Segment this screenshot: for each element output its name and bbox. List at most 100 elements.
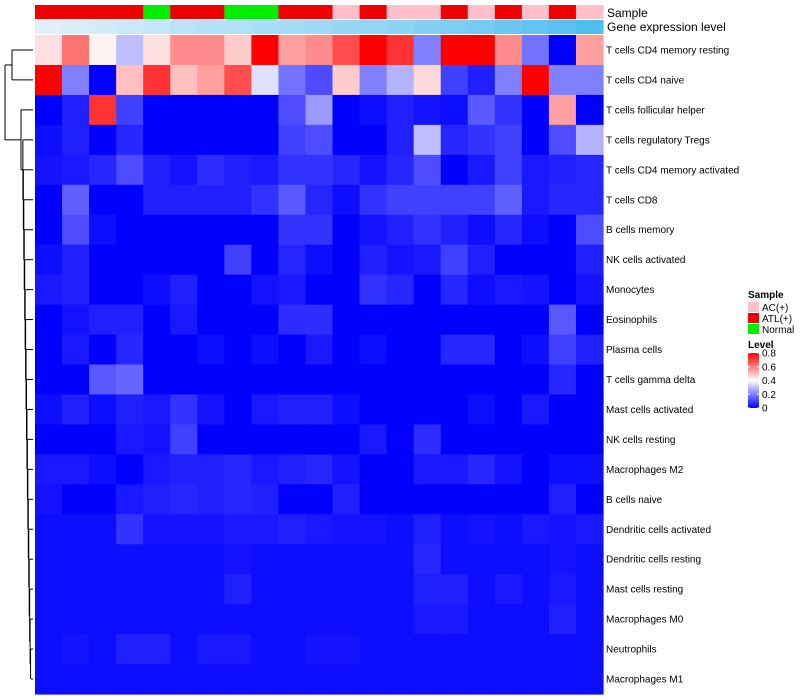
- row-label: T cells CD4 memory activated: [606, 165, 739, 176]
- heatmap-cell: [494, 214, 523, 246]
- heatmap-cell: [278, 454, 307, 485]
- heatmap-cell: [116, 184, 144, 216]
- heatmap-cell: [494, 604, 523, 635]
- sample-annotation-cell: [575, 5, 604, 19]
- heatmap-cell: [440, 424, 469, 455]
- heatmap-cell: [548, 274, 577, 306]
- heatmap-cell: [197, 604, 225, 635]
- heatmap-cell: [224, 664, 252, 695]
- heatmap-cell: [440, 334, 469, 366]
- heatmap-cell: [251, 604, 280, 635]
- heatmap-cell: [359, 274, 388, 306]
- heatmap-cell: [35, 664, 63, 695]
- sample-annotation-cell: [413, 5, 442, 19]
- heatmap-cell: [521, 154, 550, 186]
- heatmap-cell: [467, 394, 496, 425]
- heatmap-cell: [89, 574, 117, 605]
- heatmap-cell: [305, 514, 334, 545]
- heatmap-cell: [251, 304, 280, 336]
- heatmap-cell: [494, 154, 523, 186]
- heatmap-cell: [467, 334, 496, 366]
- heatmap-cell: [251, 664, 280, 695]
- heatmap-cell: [548, 64, 577, 96]
- heatmap-cell: [35, 454, 63, 485]
- heatmap-cell: [89, 35, 117, 66]
- heatmap-cell: [197, 304, 225, 336]
- heatmap-cell: [332, 244, 361, 276]
- gene-expression-cell: [386, 20, 415, 34]
- heatmap-cell: [548, 244, 577, 276]
- sample-annotation-cell: [143, 5, 171, 19]
- heatmap-cell: [89, 364, 117, 396]
- heatmap-cell: [251, 274, 280, 306]
- heatmap-cell: [116, 544, 144, 575]
- heatmap-cell: [548, 94, 577, 126]
- heatmap-cell: [332, 334, 361, 366]
- heatmap-cell: [413, 94, 442, 126]
- heatmap-cell: [143, 394, 171, 425]
- heatmap-cell: [35, 274, 63, 306]
- heatmap-cell: [197, 424, 225, 455]
- heatmap-cell: [35, 64, 63, 96]
- heatmap-cell: [251, 94, 280, 126]
- heatmap-cell: [170, 94, 198, 126]
- heatmap-cell: [278, 35, 307, 66]
- heatmap-cell: [413, 334, 442, 366]
- heatmap-cell: [548, 334, 577, 366]
- heatmap-cell: [251, 154, 280, 186]
- heatmap-cell: [494, 35, 523, 66]
- heatmap-cell: [332, 274, 361, 306]
- heatmap-cell: [278, 274, 307, 306]
- heatmap-cell: [278, 424, 307, 455]
- heatmap-cell: [467, 364, 496, 396]
- heatmap-cell: [413, 604, 442, 635]
- heatmap-cell: [35, 364, 63, 396]
- heatmap-cell: [116, 94, 144, 126]
- heatmap-cell: [548, 184, 577, 216]
- heatmap-cell: [89, 424, 117, 455]
- row-label: B cells naive: [606, 495, 663, 506]
- heatmap-cell: [575, 634, 604, 665]
- heatmap-cell: [116, 424, 144, 455]
- heatmap-cell: [170, 514, 198, 545]
- heatmap-cell: [251, 334, 280, 366]
- heatmap-cell: [35, 574, 63, 605]
- heatmap-cell: [170, 274, 198, 306]
- heatmap-cell: [35, 184, 63, 216]
- heatmap-cell: [224, 574, 252, 605]
- heatmap-cell: [251, 454, 280, 485]
- heatmap-cell: [116, 64, 144, 96]
- heatmap-cell: [440, 184, 469, 216]
- heatmap-cell: [548, 154, 577, 186]
- heatmap-cell: [440, 484, 469, 515]
- heatmap-cell: [440, 544, 469, 575]
- heatmap-cell: [116, 154, 144, 186]
- heatmap-cell: [548, 214, 577, 246]
- heatmap-cell: [251, 244, 280, 276]
- heatmap-cell: [305, 184, 334, 216]
- heatmap-cell: [89, 64, 117, 96]
- row-label: Mast cells activated: [606, 405, 693, 416]
- gene-expression-cell: [521, 20, 550, 34]
- heatmap-cell: [143, 244, 171, 276]
- heatmap-cell: [440, 244, 469, 276]
- heatmap-cell: [413, 484, 442, 515]
- heatmap-cell: [89, 604, 117, 635]
- heatmap-cell: [143, 334, 171, 366]
- heatmap-cell: [143, 634, 171, 665]
- heatmap-cell: [224, 514, 252, 545]
- heatmap-cell: [386, 244, 415, 276]
- heatmap-cell: [413, 124, 442, 156]
- legend-level-tick-label: 0.8: [762, 349, 776, 360]
- sample-annotation-cell: [116, 5, 144, 19]
- heatmap-cell: [251, 544, 280, 575]
- heatmap-cell: [305, 484, 334, 515]
- heatmap-cell: [548, 124, 577, 156]
- heatmap-cell: [332, 184, 361, 216]
- heatmap-cell: [359, 35, 388, 66]
- heatmap-cell: [35, 424, 63, 455]
- heatmap-cell: [440, 604, 469, 635]
- heatmap-cell: [305, 124, 334, 156]
- heatmap-cell: [305, 35, 334, 66]
